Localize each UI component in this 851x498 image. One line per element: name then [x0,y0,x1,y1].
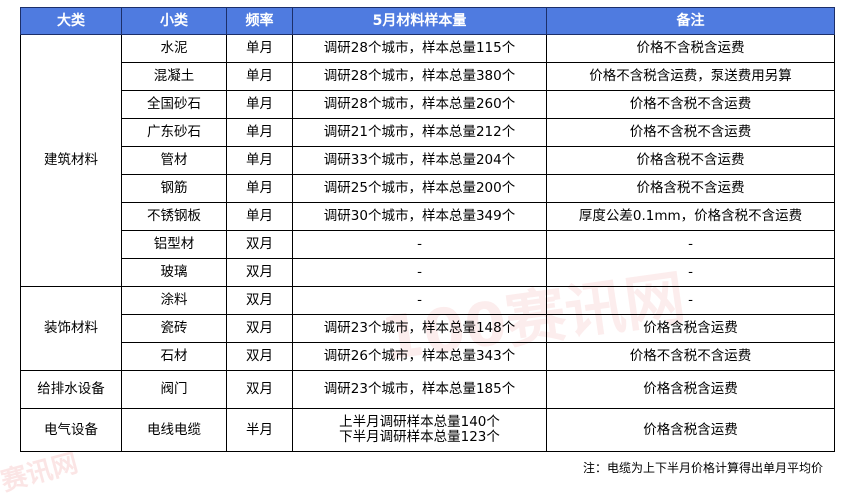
frequency-cell: 双月 [226,258,293,287]
remark-cell: 厚度公差0.1mm，价格含税不含运费 [546,202,835,231]
header-subcategory: 小类 [121,7,227,35]
remark-cell: 价格不含税含运费 [546,34,835,63]
sample-cell: 调研28个城市，样本总量115个 [292,34,547,63]
sample-cell: 调研30个城市，样本总量349个 [292,202,547,231]
subcategory-cell: 瓷砖 [121,314,227,343]
sample-cell: 调研23个城市，样本总量185个 [292,370,547,409]
category-cell: 建筑材料 [20,34,122,287]
header-sample: 5月材料样本量 [292,7,547,35]
subcategory-cell: 石材 [121,342,227,371]
header-remark: 备注 [546,7,835,35]
subcategory-cell: 涂料 [121,286,227,315]
sample-cell: 调研28个城市，样本总量380个 [292,62,547,91]
remark-cell: 价格不含税不含运费 [546,342,835,371]
subcategory-cell: 钢筋 [121,174,227,203]
frequency-cell: 双月 [226,286,293,315]
remark-cell: 价格不含税不含运费 [546,90,835,119]
subcategory-cell: 玻璃 [121,258,227,287]
category-cell: 电气设备 [20,408,122,452]
table-row: 电气设备 电线电缆 半月 上半月调研样本总量140个 下半月调研样本总量123个 价格含税… [20,408,835,452]
frequency-cell: 双月 [226,314,293,343]
frequency-cell: 单月 [226,174,293,203]
remark-cell: 价格含税不含运费 [546,174,835,203]
remark-cell: - [546,286,835,315]
sample-cell: 调研33个城市，样本总量204个 [292,146,547,175]
sample-cell: - [292,286,547,315]
frequency-cell: 单月 [226,62,293,91]
frequency-cell: 双月 [226,370,293,409]
sample-cell: - [292,230,547,259]
table-row: 建筑材料 水泥 单月 调研28个城市，样本总量115个 价格不含税含运费 [20,34,835,287]
sample-line: 上半月调研样本总量140个 [339,414,500,430]
sample-cell: 上半月调研样本总量140个 下半月调研样本总量123个 [292,408,547,452]
table-row: 不锈钢板 单月 调研30个城市，样本总量349个 厚度公差0.1mm，价格含税不含运费 [21,202,835,231]
table-row: 铝型材 双月 - - [21,230,835,259]
table-row: 玻璃 双月 - - [21,258,835,287]
category-cell: 给排水设备 [20,370,122,409]
subcategory-cell: 混凝土 [121,62,227,91]
table-row: 钢筋 单月 调研25个城市，样本总量200个 价格含税不含运费 [21,174,835,203]
table-row: 全国砂石 单月 调研28个城市，样本总量260个 价格不含税不含运费 [21,90,835,119]
header-row: 大类 小类 频率 5月材料样本量 备注 [20,7,835,35]
frequency-cell: 单月 [226,146,293,175]
remark-cell: 价格含税含运费 [546,370,835,409]
sample-cell: 调研25个城市，样本总量200个 [292,174,547,203]
header-category: 大类 [20,7,122,35]
subcategory-cell: 不锈钢板 [121,202,227,231]
footnote: 注：电缆为上下半月价格计算得出单月平均价 [582,461,823,475]
subcategory-cell: 阀门 [121,370,227,409]
table-row: 管材 单月 调研33个城市，样本总量204个 价格含税不含运费 [21,146,835,175]
table-row: 石材 双月 调研26个城市，样本总量343个 价格不含税不含运费 [21,342,835,371]
subcategory-cell: 电线电缆 [121,408,227,452]
frequency-cell: 半月 [226,408,293,452]
category-cell: 装饰材料 [20,286,122,371]
remark-cell: 价格含税含运费 [546,314,835,343]
table-row: 给排水设备 阀门 双月 调研23个城市，样本总量185个 价格含税含运费 [20,370,835,409]
frequency-cell: 双月 [226,342,293,371]
subcategory-cell: 广东砂石 [121,118,227,147]
remark-cell: 价格含税含运费 [546,408,835,452]
frequency-cell: 单月 [226,90,293,119]
table-row: 混凝土 单月 调研28个城市，样本总量380个 价格不含税含运费，泵送费用另算 [21,62,835,91]
frequency-cell: 单月 [226,34,293,63]
subcategory-cell: 水泥 [121,34,227,63]
subcategory-cell: 管材 [121,146,227,175]
table-row: 瓷砖 双月 调研23个城市，样本总量148个 价格含税含运费 [21,314,835,343]
remark-cell: 价格含税不含运费 [546,146,835,175]
sample-line: 下半月调研样本总量123个 [339,429,500,445]
header-frequency: 频率 [226,7,293,35]
sample-cell: 调研26个城市，样本总量343个 [292,342,547,371]
table-row: 广东砂石 单月 调研21个城市，样本总量212个 价格不含税不含运费 [21,118,835,147]
remark-cell: - [546,230,835,259]
sample-cell: 调研23个城市，样本总量148个 [292,314,547,343]
frequency-cell: 单月 [226,202,293,231]
subcategory-cell: 全国砂石 [121,90,227,119]
remark-cell: - [546,258,835,287]
remark-cell: 价格不含税含运费，泵送费用另算 [546,62,835,91]
remark-cell: 价格不含税不含运费 [546,118,835,147]
frequency-cell: 双月 [226,230,293,259]
sample-cell: 调研28个城市，样本总量260个 [292,90,547,119]
subcategory-cell: 铝型材 [121,230,227,259]
sample-cell: 调研21个城市，样本总量212个 [292,118,547,147]
frequency-cell: 单月 [226,118,293,147]
sample-cell: - [292,258,547,287]
materials-table: 大类 小类 频率 5月材料样本量 备注 建筑材料 水泥 单月 调研28个城市，样本总量… [20,7,835,452]
table-row: 装饰材料 涂料 双月 - - [20,286,835,371]
